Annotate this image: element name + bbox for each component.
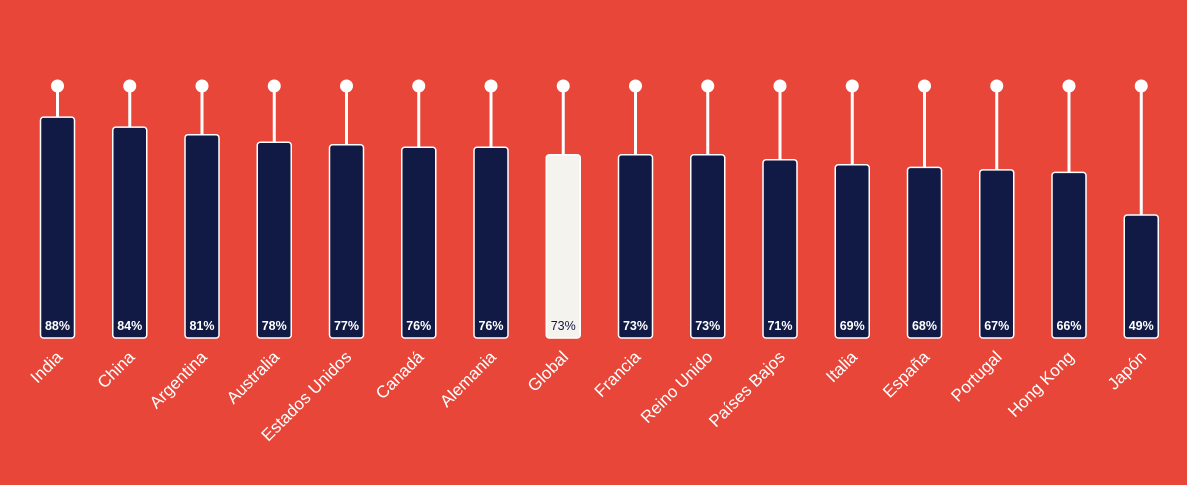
bar-dot-6 — [484, 79, 498, 93]
data-label-13: 67% — [984, 319, 1009, 333]
bar-9 — [690, 154, 726, 339]
dots-layer — [51, 79, 1148, 93]
data-label-10: 71% — [767, 319, 792, 333]
bar-7 — [545, 154, 581, 339]
bar-10 — [762, 159, 798, 339]
bars-layer — [39, 116, 1159, 339]
bar-dot-3 — [267, 79, 281, 93]
data-label-4: 77% — [334, 319, 359, 333]
bar-1 — [112, 126, 148, 339]
data-label-11: 69% — [840, 319, 865, 333]
bar-8 — [617, 154, 654, 339]
bar-dot-11 — [845, 79, 859, 93]
data-label-8: 73% — [623, 319, 648, 333]
bar-0 — [39, 116, 76, 339]
data-label-0: 88% — [45, 319, 70, 333]
bar-dot-15 — [1134, 79, 1148, 93]
data-label-2: 81% — [189, 319, 214, 333]
data-label-7: 73% — [551, 319, 576, 333]
bar-11 — [834, 164, 870, 339]
bar-2 — [184, 133, 220, 339]
bar-dot-12 — [918, 79, 931, 93]
data-label-14: 66% — [1056, 319, 1081, 333]
data-label-15: 49% — [1129, 319, 1154, 333]
data-labels-layer: 88% 84% 81% 78% 77% 76% 76% 73% 73% 73% 71% 69% 68% 6… — [45, 319, 1154, 333]
bar-dot-0 — [51, 79, 64, 93]
bar-dot-4 — [340, 79, 353, 93]
data-label-5: 76% — [406, 319, 431, 333]
bar-dot-10 — [773, 79, 787, 93]
bar-dot-9 — [701, 79, 715, 93]
bar-dot-13 — [990, 79, 1004, 93]
bar-dot-7 — [556, 79, 570, 93]
data-label-12: 68% — [912, 319, 937, 333]
data-label-9: 73% — [695, 319, 720, 333]
data-label-1: 84% — [117, 319, 142, 333]
bar-14 — [1051, 171, 1087, 339]
bar-dot-8 — [629, 79, 642, 93]
stems-layer — [56, 86, 1143, 216]
bar-15 — [1123, 214, 1159, 339]
data-label-3: 78% — [262, 319, 287, 333]
bar-dot-5 — [412, 79, 426, 93]
bar-dot-2 — [195, 79, 209, 93]
bar-6 — [473, 146, 509, 339]
bar-13 — [979, 169, 1015, 339]
bar-5 — [401, 146, 437, 339]
data-label-6: 76% — [478, 319, 503, 333]
bar-4 — [328, 143, 365, 339]
bar-3 — [256, 141, 292, 339]
bar-12 — [906, 166, 943, 339]
bar-dot-14 — [1062, 79, 1076, 93]
bar-dot-1 — [123, 79, 137, 93]
